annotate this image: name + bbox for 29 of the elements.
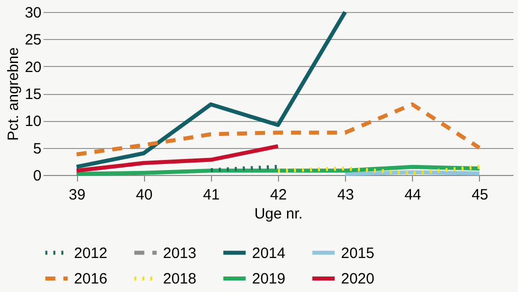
line-series: [74, 102, 482, 156]
legend-label: 2014: [252, 244, 286, 262]
legend-label: 2018: [163, 270, 196, 288]
y-tick-label: 10: [24, 113, 42, 130]
y-tick-label: 5: [33, 140, 42, 158]
line-series: [74, 144, 280, 173]
x-tick-label: 42: [270, 186, 287, 204]
x-tick-label: 41: [203, 186, 220, 204]
y-tick-label: 0: [33, 168, 42, 184]
line-series: [74, 10, 348, 169]
x-tick-label: 39: [68, 186, 86, 204]
x-axis-title: Uge nr.: [254, 206, 303, 222]
x-tick-label: 45: [472, 186, 488, 204]
y-axis-title: Pct. angrebne: [4, 47, 22, 141]
line-series: [74, 164, 482, 176]
legend-label: 2012: [74, 244, 108, 262]
y-tick-label: 20: [24, 58, 42, 76]
legend-label: 2020: [341, 270, 374, 288]
legend-label: 2016: [74, 270, 108, 288]
y-tick-label: 15: [24, 86, 42, 103]
line-series: [276, 164, 482, 176]
x-tick-label: 40: [136, 186, 153, 204]
legend-label: 2015: [341, 244, 374, 262]
y-tick-label: 25: [24, 32, 42, 49]
x-tick-label: 44: [404, 186, 422, 204]
x-tick-label: 43: [337, 186, 354, 204]
legend-label: 2019: [252, 270, 286, 288]
y-tick-label: 30: [24, 4, 42, 22]
legend-label: 2013: [163, 244, 196, 262]
